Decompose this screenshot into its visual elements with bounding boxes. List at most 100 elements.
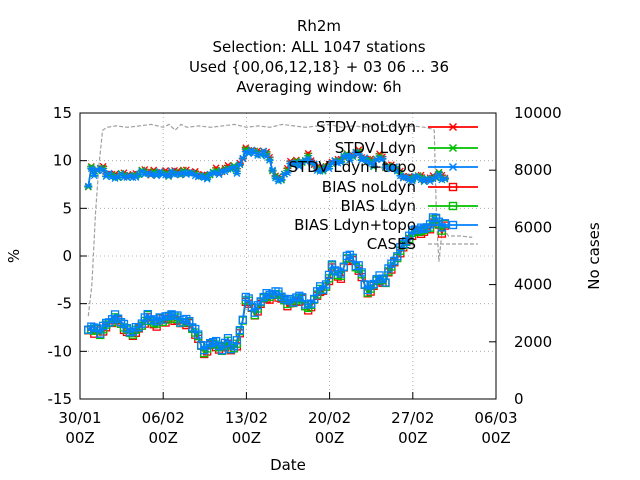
marker-square (339, 262, 349, 271)
marker-square (393, 252, 402, 261)
marker-x (354, 150, 363, 158)
x-tick-label: 30/01 (58, 409, 101, 427)
y-tick-label: 15 (53, 104, 72, 122)
chart-title: Rh2m Selection: ALL 1047 stations Used {… (189, 17, 449, 96)
legend-marker (448, 220, 458, 230)
marker-x (84, 182, 93, 190)
x-tick-label: 27/02 (391, 409, 434, 427)
marker-x (325, 165, 334, 173)
marker-x (262, 152, 271, 160)
marker-x (235, 161, 244, 168)
legend-label: BIAS Ldyn (340, 197, 416, 215)
marker-x (265, 156, 274, 164)
series-stdv-ldyn-topo (84, 146, 449, 190)
marker-x (238, 154, 247, 162)
marker-square (238, 315, 247, 324)
marker-x (232, 170, 241, 177)
x-axis-label: Date (270, 456, 306, 474)
legend-marker (448, 143, 458, 153)
marker-x (203, 175, 212, 183)
x-tick-label-line2: 00Z (232, 429, 261, 447)
marker-x (259, 147, 268, 155)
marker-x (336, 159, 345, 166)
marker-x (408, 177, 417, 185)
cases-series (87, 123, 473, 317)
marker-square (309, 294, 319, 304)
y-tick-label: -10 (48, 342, 73, 360)
x-tick-label: 13/02 (225, 409, 268, 427)
legend-entry: CASES (367, 235, 478, 253)
marker-x (310, 160, 319, 168)
y-tick-label: -5 (57, 295, 72, 313)
legend-entry: STDV Ldyn (335, 139, 478, 157)
marker-square (235, 326, 245, 335)
marker-square (440, 219, 450, 228)
x-tick-label-line2: 00Z (65, 429, 94, 447)
legend-entry: BIAS noLdyn (322, 178, 478, 196)
x-tick-label-line2: 00Z (315, 429, 344, 447)
axes: 15 10 5 0 -5 -10 -15 10000 8000 6000 4000 2000 0 30/0… (48, 104, 562, 447)
marker-square (194, 330, 203, 339)
y2-tick-label: 4000 (514, 276, 552, 294)
marker-x (369, 162, 378, 170)
marker-x (304, 154, 313, 162)
marker-x (283, 169, 292, 177)
marker-square (232, 336, 242, 345)
legend-entry: STDV noLdyn (316, 118, 478, 136)
marker-x (434, 170, 443, 178)
y-axis-label: % (5, 249, 23, 263)
legend-marker (448, 122, 458, 132)
marker-x (345, 156, 354, 164)
marker-x (268, 166, 277, 174)
marker-x (277, 176, 286, 184)
legend-entry: BIAS Ldyn+topo (294, 216, 478, 234)
marker-x (292, 159, 301, 167)
y-tick-label: 10 (53, 152, 72, 170)
x-tick-label: 20/02 (308, 409, 351, 427)
marker-square (357, 268, 366, 277)
marker-square (321, 280, 331, 289)
series-layer (84, 144, 450, 359)
series-bias-ldyn-topo (84, 213, 450, 355)
marker-x (117, 170, 126, 178)
legend-marker (448, 162, 458, 172)
x-tick-label: 06/03 (474, 409, 517, 427)
marker-square (381, 278, 390, 287)
legend-entry: STDV Ldyn+topo (288, 158, 478, 176)
title-line-4: Averaging window: 6h (236, 78, 401, 96)
legend-label: CASES (367, 235, 416, 253)
y2-tick-label: 0 (514, 390, 524, 408)
marker-x (90, 172, 99, 180)
legend-label: STDV Ldyn+topo (288, 158, 416, 176)
y2-tick-label: 6000 (514, 218, 552, 236)
grid (80, 113, 496, 399)
title-line-1: Rh2m (297, 17, 341, 35)
marker-x (152, 172, 161, 180)
marker-square (348, 253, 357, 262)
marker-square (96, 329, 105, 338)
y-tick-label: 0 (62, 247, 72, 265)
legend-label: STDV noLdyn (316, 118, 416, 136)
x-tick-label: 06/02 (142, 409, 185, 427)
legend-label: BIAS noLdyn (322, 178, 416, 196)
y-tick-label: 5 (62, 199, 72, 217)
x-tick-label-line2: 00Z (481, 429, 510, 447)
legend-entry: BIAS Ldyn (340, 197, 478, 215)
marker-square (324, 270, 334, 280)
legend-marker (448, 182, 458, 192)
marker-x (342, 151, 351, 159)
marker-x (440, 175, 449, 183)
x-tick-label-line2: 00Z (398, 429, 427, 447)
y2-tick-label: 8000 (514, 161, 552, 179)
y2-axis-label: No cases (585, 222, 603, 290)
legend-label: BIAS Ldyn+topo (294, 216, 416, 234)
title-line-2: Selection: ALL 1047 stations (212, 38, 425, 56)
marker-square (223, 334, 233, 343)
marker-x (378, 155, 387, 163)
title-line-3: Used {00,06,12,18} + 03 06 ... 36 (189, 58, 449, 76)
cases-line (87, 123, 473, 317)
legend-marker (448, 201, 458, 211)
y2-tick-label: 2000 (514, 333, 552, 351)
